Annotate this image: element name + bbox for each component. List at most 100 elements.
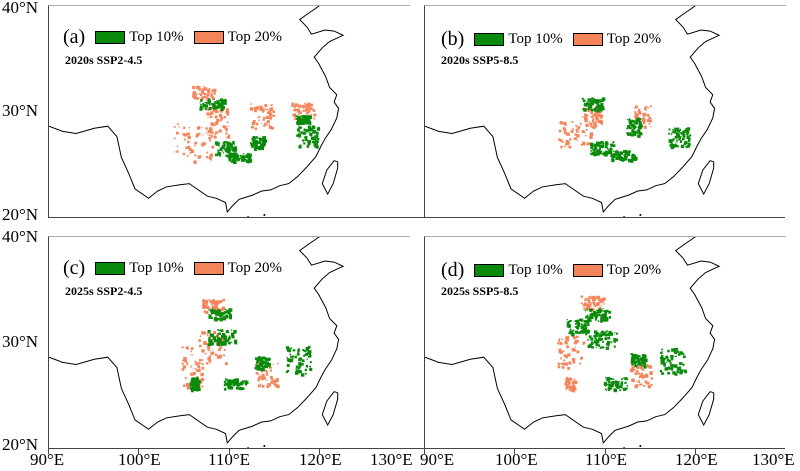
top10-cell: [597, 102, 600, 105]
top10-cell: [268, 358, 271, 361]
top10-cell: [568, 332, 570, 334]
top20-cell: [639, 113, 641, 115]
top10-cell: [674, 351, 678, 355]
top10-cell: [213, 98, 215, 100]
top10-cell: [599, 147, 602, 150]
top20-cell: [564, 340, 567, 344]
top10-cell: [674, 364, 677, 367]
top10-cell: [611, 158, 615, 163]
top20-cell: [190, 365, 192, 368]
top10-cell: [257, 365, 261, 368]
top10-cell: [208, 104, 210, 106]
top10-cell: [628, 127, 631, 130]
top10-cell: [629, 133, 631, 135]
top20-cell: [565, 389, 567, 391]
top10-cell: [637, 360, 641, 364]
top20-cell: [224, 362, 228, 366]
top10-cell: [286, 357, 288, 359]
top10-cell: [616, 155, 619, 158]
top10-cell: [219, 154, 222, 157]
top20-cell: [573, 137, 577, 140]
top10-cell: [592, 149, 595, 152]
top20-cell: [590, 112, 593, 114]
top10-cell: [249, 157, 252, 160]
top20-cell: [192, 86, 195, 89]
top10-cell: [665, 361, 667, 363]
top20-cell: [213, 92, 216, 95]
top10-cell: [597, 338, 600, 341]
top20-cell: [587, 300, 590, 303]
top10-cell: [595, 150, 598, 153]
top10-cell: [217, 333, 219, 335]
top20-cell: [266, 371, 268, 374]
top20-cell: [270, 104, 273, 106]
top10-cell: [304, 121, 306, 123]
top10-cell: [250, 143, 254, 147]
top20-cell: [291, 104, 294, 107]
top10-cell: [606, 342, 609, 346]
top10-cell: [664, 367, 668, 371]
top10-cell: [662, 360, 665, 363]
top10-cell: [245, 159, 247, 161]
top10-cell: [254, 367, 257, 370]
top20-cell: [202, 306, 205, 309]
top10-cell: [642, 353, 644, 355]
top20-cell: [567, 381, 571, 385]
top10-cell: [254, 357, 258, 361]
top10-cell: [303, 120, 305, 122]
top20-cell: [577, 127, 580, 130]
top20-cell: [206, 156, 209, 159]
top20-cell: [194, 144, 196, 147]
top10-cell: [298, 367, 301, 370]
top20-cell: [203, 310, 207, 313]
top10-cell: [587, 317, 590, 320]
top10-cell: [608, 330, 612, 335]
top10-cell: [620, 382, 624, 386]
top10-cell: [606, 333, 610, 337]
top10-cell: [228, 312, 230, 314]
top10-cell: [231, 154, 234, 157]
top20-cell: [633, 368, 636, 371]
top20-cell: [202, 144, 205, 147]
top20-cell: [642, 375, 645, 377]
top20-cell: [641, 366, 643, 368]
top10-cell: [615, 386, 617, 388]
top10-cell: [305, 118, 308, 122]
top20-cell: [590, 125, 593, 128]
top10-cell: [259, 140, 262, 143]
top10-cell: [679, 371, 682, 375]
top20-cell: [560, 357, 562, 360]
top10-cell: [597, 310, 599, 312]
top20-cell: [204, 306, 208, 309]
top10-cell: [295, 365, 299, 369]
top10-cell: [585, 104, 588, 107]
top10-cell: [574, 330, 578, 334]
top10-cell: [600, 103, 604, 106]
top10-cell: [586, 324, 588, 327]
top10-cell: [619, 389, 622, 392]
top20-cell: [192, 95, 195, 98]
top10-cell: [219, 341, 222, 344]
top20-cell: [574, 387, 576, 389]
top10-cell: [267, 359, 270, 362]
top20-cell: [198, 133, 201, 135]
top10-cell: [253, 142, 256, 146]
top20-cell: [207, 90, 211, 94]
top10-cell: [583, 108, 586, 111]
top10-cell: [587, 98, 591, 102]
top10-cell: [682, 135, 686, 138]
top20-cell: [650, 372, 653, 376]
top20-cell: [578, 125, 581, 128]
top10-cell: [294, 355, 297, 359]
top10-cell: [636, 126, 638, 128]
top10-cell: [217, 329, 220, 331]
top10-cell: [292, 349, 295, 352]
top20-cell: [257, 373, 259, 375]
top20-cell: [190, 347, 194, 350]
top10-cell: [220, 329, 224, 332]
top10-cell: [686, 133, 689, 136]
top20-cell: [587, 109, 590, 113]
top20-cell: [592, 298, 596, 302]
top10-cell: [236, 382, 239, 384]
top10-cell: [630, 123, 633, 127]
